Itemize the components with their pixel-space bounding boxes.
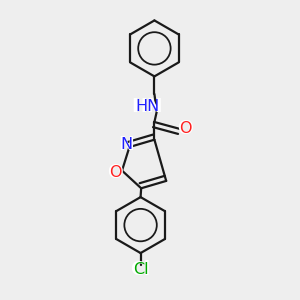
Text: HN: HN [135,99,159,114]
Text: N: N [118,135,134,154]
Text: Cl: Cl [130,260,151,279]
Text: N: N [120,137,133,152]
Text: O: O [177,119,193,138]
Text: HN: HN [131,97,163,116]
Text: O: O [179,121,192,136]
Text: Cl: Cl [133,262,148,277]
Text: O: O [109,165,122,180]
Text: O: O [108,163,124,182]
